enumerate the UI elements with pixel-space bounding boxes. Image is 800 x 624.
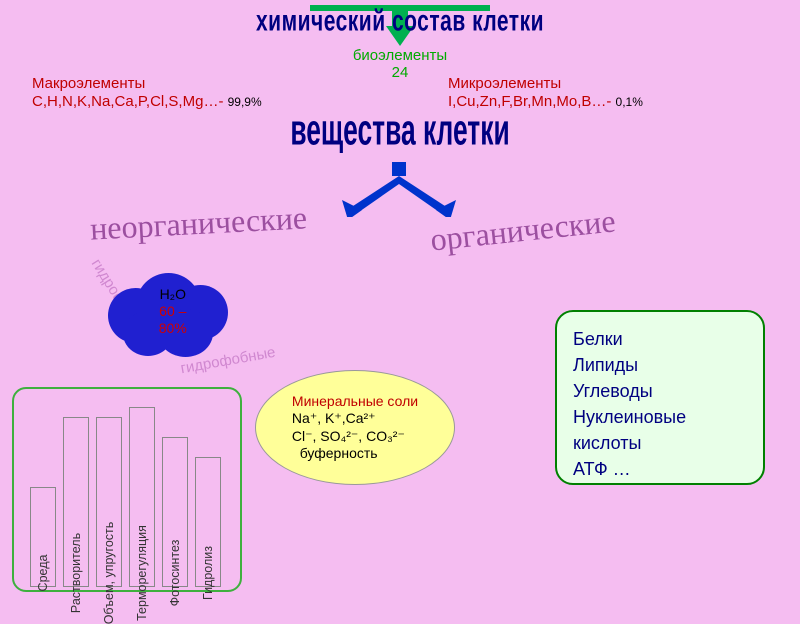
func-item-3: Терморегуляция: [129, 407, 155, 587]
bioelements-label: биоэлементы 24: [353, 48, 447, 81]
water-text: Н₂О 60 – 80%: [145, 286, 200, 336]
org-item-0: Белки: [573, 326, 747, 352]
func-item-5: Гидролиз: [195, 457, 221, 587]
func-label-0: Среда: [36, 555, 50, 592]
inorganic-label: неорганические: [89, 199, 308, 247]
organic-box: Белки Липиды Углеводы Нуклеиновые кислот…: [555, 310, 765, 485]
macro-percent: 99,9%: [228, 95, 262, 109]
bioelements-text: биоэлементы: [353, 47, 447, 64]
micro-label: Микроэлементы: [448, 75, 643, 93]
micro-percent: 0,1%: [616, 95, 643, 109]
func-label-5: Гидролиз: [201, 546, 215, 600]
water-cloud: Н₂О 60 – 80%: [108, 273, 228, 353]
salts-text: Минеральные соли Na⁺, K⁺,Ca²⁺ Cl⁻, SO₄²⁻…: [282, 387, 428, 469]
func-item-1: Растворитель: [63, 417, 89, 587]
org-item-3: Нуклеиновые кислоты: [573, 404, 747, 456]
bioelements-count: 24: [392, 64, 409, 81]
salts-line1: Na⁺, K⁺,Ca²⁺: [292, 410, 376, 426]
macro-label: Макроэлементы: [32, 75, 262, 93]
microelements: Микроэлементы I,Cu,Zn,F,Br,Mn,Mo,B…- 0,1…: [448, 75, 643, 111]
macroelements: Макроэлементы C,H,N,K,Na,Ca,P,Cl,S,Mg…- …: [32, 75, 262, 111]
func-label-2: Объем, упругость: [102, 522, 116, 624]
org-item-2: Углеводы: [573, 378, 747, 404]
func-item-4: Фотосинтез: [162, 437, 188, 587]
water-range: 60 – 80%: [159, 303, 187, 336]
salts-title: Минеральные соли: [292, 393, 418, 409]
func-item-2: Объем, упругость: [96, 417, 122, 587]
mineral-salts: Минеральные соли Na⁺, K⁺,Ca²⁺ Cl⁻, SO₄²⁻…: [255, 370, 455, 485]
func-label-4: Фотосинтез: [168, 540, 182, 607]
func-item-0: Среда: [30, 487, 56, 587]
org-item-1: Липиды: [573, 352, 747, 378]
substances-title: вещества клетки: [290, 107, 509, 157]
water-functions: Среда Растворитель Объем, упругость Терморе…: [30, 402, 221, 587]
salts-buffer: буферность: [300, 445, 378, 461]
func-label-1: Растворитель: [69, 533, 83, 613]
func-label-3: Терморегуляция: [135, 525, 149, 621]
main-title: химический состав клетки: [256, 5, 544, 39]
org-item-4: АТФ …: [573, 456, 747, 482]
split-arrows: [290, 162, 510, 222]
salts-line2: Cl⁻, SO₄²⁻, CO₃²⁻: [292, 428, 405, 444]
macro-elements: C,H,N,K,Na,Ca,P,Cl,S,Mg…-: [32, 93, 223, 110]
water-formula: Н₂О: [160, 286, 186, 302]
